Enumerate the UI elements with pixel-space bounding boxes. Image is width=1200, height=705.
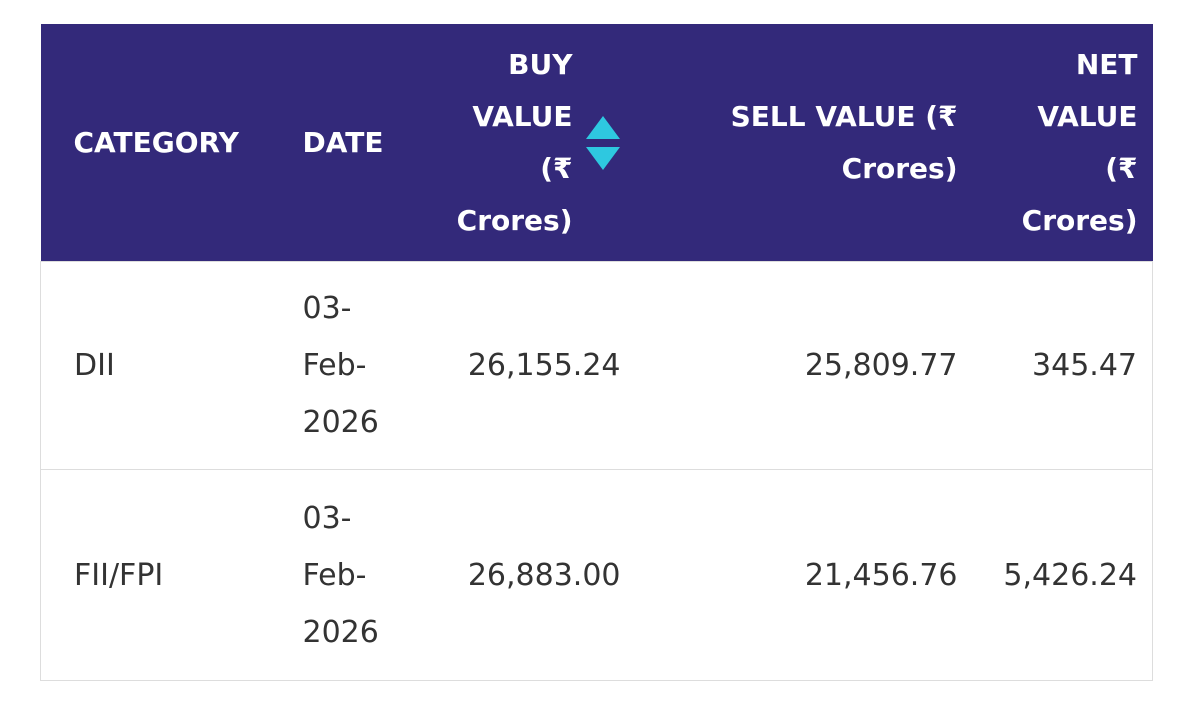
header-text: NET VALUE (₹ Crores) (1021, 47, 1138, 237)
table-cell: 26,883.00 (427, 469, 641, 681)
sort-down (585, 146, 620, 170)
fii-dii-table-container: CATEGORY DATE BUY VALUE (₹ Crores) SELL … (40, 24, 1153, 681)
header-cell: DATE (287, 24, 428, 262)
fii-dii-table: CATEGORY DATE BUY VALUE (₹ Crores) SELL … (40, 24, 1153, 681)
header-cell: NET VALUE (₹ Crores) (975, 24, 1153, 262)
header-cell: CATEGORY (40, 24, 288, 262)
header-text: SELL VALUE (₹ Crores) (730, 99, 958, 185)
sort-up (585, 115, 620, 139)
table-cell: 21,456.76 (640, 469, 976, 681)
header-text: BUY VALUE (₹ Crores) (456, 47, 573, 237)
header-row: CATEGORY DATE BUY VALUE (₹ Crores) SELL … (40, 24, 1153, 262)
header-content: BUY VALUE (₹ Crores) (428, 39, 621, 247)
sort-icon[interactable] (585, 114, 621, 172)
table-cell: 03-Feb-2026 (287, 261, 428, 470)
header-cell[interactable]: BUY VALUE (₹ Crores) (427, 24, 641, 262)
table-header: CATEGORY DATE BUY VALUE (₹ Crores) SELL … (40, 24, 1153, 262)
table-cell: 26,155.24 (427, 261, 641, 470)
table-row: FII/FPI 03-Feb-2026 26,883.00 21,456.76 5,42… (40, 469, 1153, 681)
table-cell: 03-Feb-2026 (287, 469, 428, 681)
table-cell: 345.47 (975, 261, 1153, 470)
table-body: DII 03-Feb-2026 26,155.24 25,809.77 345.47 FI… (40, 261, 1153, 681)
table-cell: FII/FPI (40, 469, 288, 681)
table-row: DII 03-Feb-2026 26,155.24 25,809.77 345.47 (40, 261, 1153, 470)
table-cell: DII (40, 261, 288, 470)
header-cell: SELL VALUE (₹ Crores) (640, 24, 976, 262)
table-cell: 5,426.24 (975, 469, 1153, 681)
table-cell: 25,809.77 (640, 261, 976, 470)
